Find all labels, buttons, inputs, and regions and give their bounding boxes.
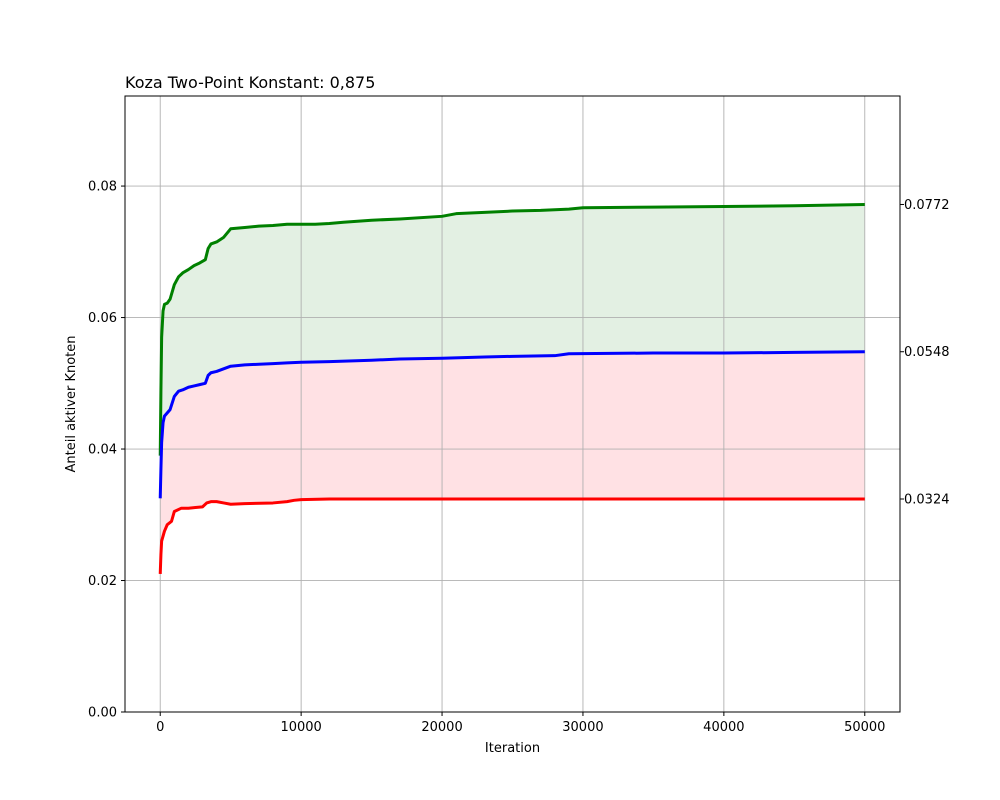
x-tick-label: 20000 <box>421 720 462 735</box>
y-axis-ticks: 0.00 0.02 0.04 0.06 0.08 <box>88 180 125 721</box>
y-tick-label: 0.08 <box>88 180 117 195</box>
grid-lines <box>125 96 900 713</box>
chart-title: Koza Two-Point Konstant: 0,875 <box>125 73 375 92</box>
series-line-min <box>158 497 865 574</box>
fill-between-mean-min <box>160 351 865 574</box>
x-tick-label: 50000 <box>844 720 885 735</box>
series-line-mean <box>158 350 865 499</box>
right-value-label: 0.0772 <box>904 198 950 213</box>
series-lines <box>158 202 865 574</box>
plot-frame <box>124 95 901 713</box>
x-tick-label: 10000 <box>280 720 321 735</box>
x-axis-ticks: 0 10000 20000 30000 40000 50000 <box>156 712 885 735</box>
x-tick-label: 40000 <box>703 720 744 735</box>
right-value-label: 0.0324 <box>904 492 950 507</box>
y-tick-label: 0.00 <box>88 706 117 721</box>
fill-between-max-mean <box>160 204 865 499</box>
y-tick-label: 0.02 <box>88 574 117 589</box>
x-axis-label: Iteration <box>485 741 540 756</box>
series-line-max <box>158 202 865 456</box>
y-tick-label: 0.06 <box>88 311 117 326</box>
fill-areas <box>160 204 865 574</box>
right-value-labels: 0.0772 0.0548 0.0324 <box>900 198 950 507</box>
right-value-label: 0.0548 <box>904 345 950 360</box>
x-tick-label: 30000 <box>562 720 603 735</box>
y-axis-label: Anteil aktiver Knoten <box>64 335 79 472</box>
x-tick-label: 0 <box>156 720 164 735</box>
y-tick-label: 0.04 <box>88 443 117 458</box>
